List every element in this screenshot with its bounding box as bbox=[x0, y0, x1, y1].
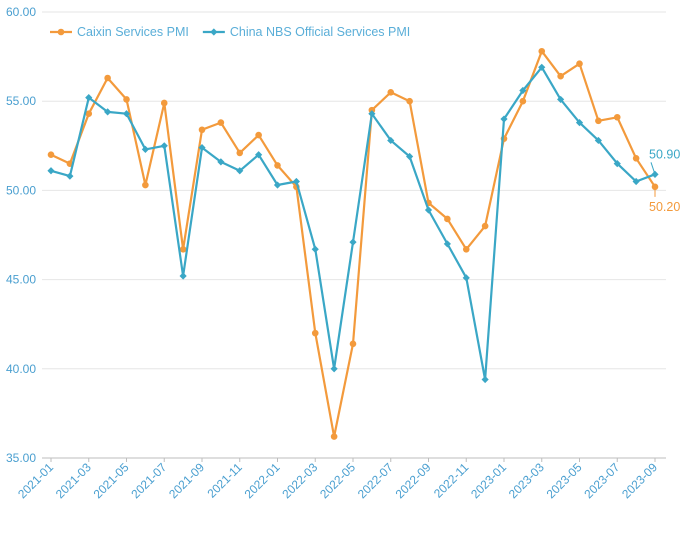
series-lines bbox=[47, 47, 659, 440]
x-tick-label: 2021-07 bbox=[128, 460, 169, 501]
data-point bbox=[387, 88, 395, 96]
data-point bbox=[160, 142, 168, 150]
data-point bbox=[444, 215, 451, 223]
data-point bbox=[255, 131, 262, 139]
data-point bbox=[141, 145, 149, 153]
data-point bbox=[47, 151, 55, 159]
data-point bbox=[198, 143, 206, 152]
data-point bbox=[292, 177, 300, 186]
data-point bbox=[519, 86, 527, 95]
x-tick-label: 2022-03 bbox=[279, 460, 320, 501]
data-point bbox=[123, 96, 130, 103]
gridlines bbox=[42, 11, 666, 459]
data-point bbox=[613, 113, 621, 121]
data-point bbox=[576, 60, 583, 68]
data-point bbox=[538, 63, 546, 71]
legend: Caixin Services PMI China NBS Official Se… bbox=[50, 25, 410, 39]
data-point bbox=[273, 181, 282, 189]
x-tick-label: 2023-03 bbox=[506, 460, 547, 501]
y-tick-label: 40.00 bbox=[6, 362, 36, 376]
y-tick-label: 55.00 bbox=[6, 94, 36, 108]
x-tick-label: 2021-05 bbox=[91, 460, 132, 501]
data-point bbox=[160, 99, 168, 107]
x-tick-label: 2022-11 bbox=[431, 460, 472, 501]
data-point bbox=[179, 245, 187, 253]
data-point bbox=[349, 238, 357, 246]
legend-swatch-marker bbox=[57, 28, 65, 36]
data-point bbox=[557, 72, 564, 80]
data-point bbox=[519, 97, 527, 105]
data-point bbox=[85, 94, 93, 102]
data-point bbox=[575, 119, 584, 127]
x-tick-label: 2023-07 bbox=[581, 460, 622, 501]
data-point bbox=[198, 126, 206, 134]
data-point bbox=[66, 172, 74, 180]
data-point bbox=[406, 97, 413, 105]
data-point bbox=[443, 240, 451, 248]
legend-swatch-marker bbox=[210, 28, 218, 36]
data-point bbox=[462, 245, 470, 253]
data-point bbox=[613, 160, 621, 168]
data-point bbox=[349, 340, 357, 348]
data-point bbox=[236, 167, 244, 175]
x-tick-label: 2022-07 bbox=[355, 460, 396, 501]
data-point bbox=[481, 375, 489, 384]
data-point bbox=[330, 433, 338, 440]
data-point bbox=[406, 152, 414, 161]
y-tick-label: 45.00 bbox=[6, 273, 36, 287]
x-tick-label: 2022-09 bbox=[393, 460, 434, 501]
data-point bbox=[632, 177, 640, 186]
legend-entry: Caixin Services PMI bbox=[77, 25, 189, 39]
end-label-leader bbox=[650, 162, 656, 175]
x-tick-label: 2022-01 bbox=[242, 460, 283, 501]
data-point bbox=[538, 47, 546, 55]
data-point bbox=[387, 136, 395, 145]
data-point bbox=[557, 95, 565, 104]
y-tick-label: 50.00 bbox=[6, 183, 36, 197]
data-point bbox=[481, 222, 489, 230]
data-point bbox=[236, 149, 244, 157]
data-point bbox=[47, 167, 55, 175]
data-point bbox=[179, 272, 187, 280]
x-tick-label: 2021-09 bbox=[166, 460, 207, 501]
end-label: 50.90 bbox=[649, 147, 680, 161]
x-tick-label: 2022-05 bbox=[317, 460, 358, 501]
end-label: 50.20 bbox=[649, 200, 680, 214]
data-point bbox=[255, 151, 263, 159]
data-point bbox=[217, 119, 225, 126]
x-tick-label: 2021-03 bbox=[53, 460, 94, 501]
y-tick-label: 60.00 bbox=[6, 5, 36, 19]
x-tick-label: 2021-11 bbox=[204, 460, 245, 501]
x-axis: 2021-012021-032021-052021-072021-092021-… bbox=[15, 458, 660, 501]
x-tick-label: 2023-01 bbox=[468, 460, 509, 501]
data-point bbox=[104, 108, 112, 116]
data-point bbox=[330, 365, 338, 373]
legend-entry: China NBS Official Services PMI bbox=[230, 25, 410, 39]
data-point bbox=[594, 136, 602, 145]
x-tick-label: 2023-09 bbox=[619, 460, 660, 501]
data-point bbox=[104, 74, 111, 82]
data-point bbox=[274, 162, 281, 169]
data-point bbox=[311, 245, 319, 253]
data-point bbox=[500, 115, 508, 123]
data-point bbox=[122, 110, 131, 118]
data-point bbox=[595, 117, 602, 125]
data-point bbox=[632, 154, 640, 162]
x-tick-label: 2023-05 bbox=[544, 460, 585, 501]
data-point bbox=[311, 329, 319, 337]
data-point bbox=[424, 206, 433, 214]
data-point bbox=[462, 274, 470, 282]
data-point bbox=[368, 110, 376, 118]
y-tick-label: 35.00 bbox=[6, 451, 36, 465]
data-point bbox=[85, 110, 93, 117]
data-point bbox=[142, 181, 149, 189]
y-axis: 35.00 40.00 45.00 50.00 55.00 60.00 bbox=[6, 5, 36, 465]
data-point bbox=[217, 158, 225, 166]
x-tick-label: 2021-01 bbox=[15, 460, 56, 501]
end-labels: 50.90 50.20 bbox=[649, 147, 680, 213]
